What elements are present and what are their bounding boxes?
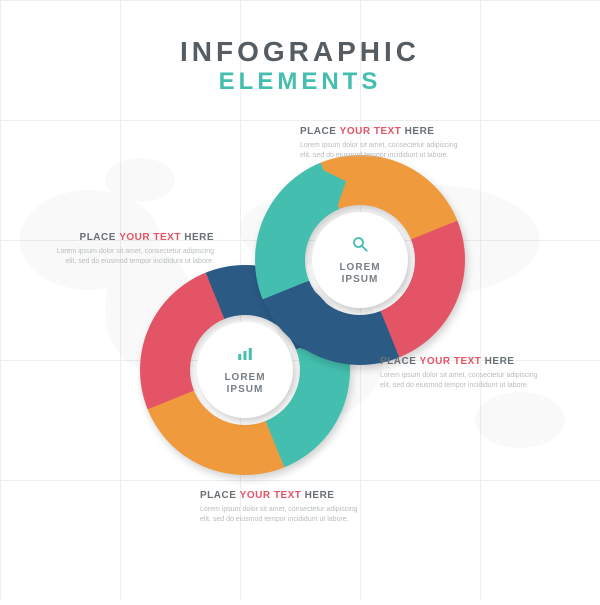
hub-top: LOREMIPSUM <box>312 212 408 308</box>
callout-title: PLACE YOUR TEXT HERE <box>380 356 540 367</box>
title-line-1: INFOGRAPHIC <box>0 36 600 68</box>
search-icon <box>351 235 369 258</box>
callout-title: PLACE YOUR TEXT HERE <box>200 490 360 501</box>
callout-body: Lorem ipsum dolor sit amet, consectetur … <box>200 505 360 525</box>
title-line-2: ELEMENTS <box>0 68 600 96</box>
callout-body: Lorem ipsum dolor sit amet, consectetur … <box>54 247 214 267</box>
callout-right: PLACE YOUR TEXT HERE Lorem ipsum dolor si… <box>380 356 540 391</box>
hub-bottom: LOREMIPSUM <box>197 322 293 418</box>
callout-body: Lorem ipsum dolor sit amet, consectetur … <box>380 371 540 391</box>
page-title: INFOGRAPHIC ELEMENTS <box>0 36 600 96</box>
hub-label: LOREMIPSUM <box>339 262 380 286</box>
callout-top: PLACE YOUR TEXT HERE Lorem ipsum dolor si… <box>300 126 460 161</box>
callout-bottom: PLACE YOUR TEXT HERE Lorem ipsum dolor si… <box>200 490 360 525</box>
callout-left: PLACE YOUR TEXT HERE Lorem ipsum dolor si… <box>54 232 214 267</box>
callout-title: PLACE YOUR TEXT HERE <box>54 232 214 243</box>
hub-label: LOREMIPSUM <box>224 372 265 396</box>
callout-title: PLACE YOUR TEXT HERE <box>300 126 460 137</box>
bars-icon <box>236 345 254 368</box>
callout-body: Lorem ipsum dolor sit amet, consectetur … <box>300 141 460 161</box>
